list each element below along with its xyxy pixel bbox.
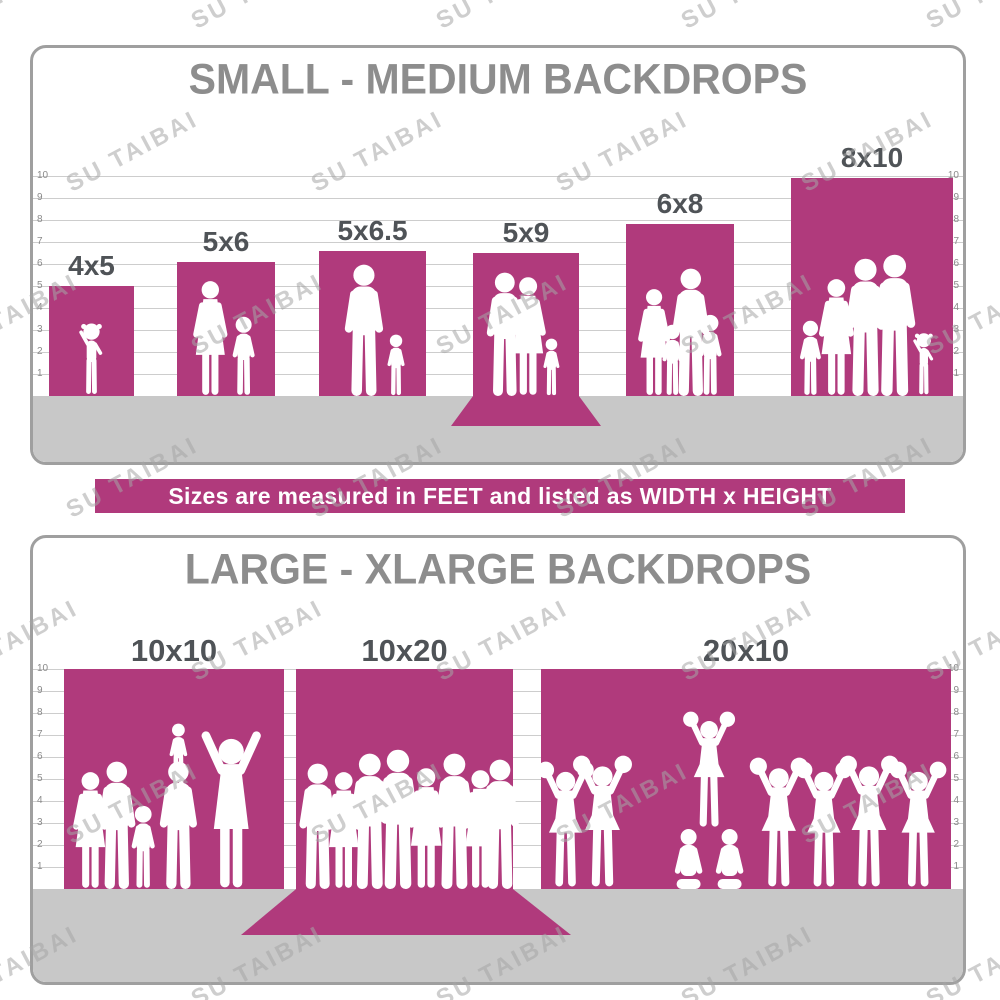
feet-tick-label: 4 bbox=[953, 795, 959, 806]
measurement-note-banner: Sizes are measured in FEET and listed as… bbox=[95, 479, 905, 513]
feet-tick-label: 1 bbox=[953, 861, 959, 872]
people-silhouette-icon bbox=[49, 286, 134, 396]
feet-tick-label: 5 bbox=[37, 773, 43, 784]
people-silhouette-icon bbox=[64, 669, 284, 889]
panel-title: LARGE - XLARGE BACKDROPS bbox=[184, 544, 812, 594]
small-medium-panel: SMALL - MEDIUM BACKDROPS 10 9 8 7 6 5 4 3 2 1 10 9… bbox=[30, 45, 966, 465]
feet-tick-label: 8 bbox=[37, 214, 43, 225]
backdrop-bar-20x10: 20x10 bbox=[541, 633, 951, 889]
backdrop-size-label: 8x10 bbox=[840, 142, 904, 173]
feet-tick-label: 3 bbox=[37, 324, 43, 335]
backdrop-size-label: 10x10 bbox=[130, 633, 218, 668]
feet-tick-label: 6 bbox=[37, 258, 43, 269]
feet-tick-label: 8 bbox=[37, 707, 43, 718]
feet-tick-label: 1 bbox=[953, 368, 959, 379]
backdrop-size-label: 20x10 bbox=[702, 633, 790, 668]
feet-tick-label: 10 bbox=[947, 170, 959, 181]
floor-sweep bbox=[451, 396, 601, 426]
backdrop-bar-10x10: 10x10 bbox=[64, 633, 284, 889]
feet-tick-label: 6 bbox=[953, 751, 959, 762]
backdrop-size-label: 5x6.5 bbox=[337, 215, 408, 246]
people-silhouette-icon bbox=[626, 224, 734, 396]
feet-tick-label: 10 bbox=[37, 170, 49, 181]
feet-scale-right: 10 9 8 7 6 5 4 3 2 1 bbox=[941, 663, 959, 904]
backdrop-bar-5x9: 5x9 bbox=[473, 217, 579, 396]
feet-tick-label: 10 bbox=[37, 663, 49, 674]
people-silhouette-icon bbox=[541, 669, 951, 889]
backdrop-bar-6x8: 6x8 bbox=[626, 188, 734, 396]
backdrop-size-label: 5x6 bbox=[202, 226, 250, 257]
people-silhouette-icon bbox=[296, 669, 513, 889]
people-silhouette-icon bbox=[473, 253, 579, 396]
feet-tick-label: 5 bbox=[37, 280, 43, 291]
feet-tick-label: 3 bbox=[953, 324, 959, 335]
feet-scale-right: 10 9 8 7 6 5 4 3 2 1 bbox=[941, 170, 959, 411]
feet-tick-label: 4 bbox=[37, 302, 43, 313]
watermark-text: SU TAIBAI bbox=[0, 0, 83, 35]
floor-sweep bbox=[241, 889, 571, 935]
feet-tick-label: 1 bbox=[37, 861, 43, 872]
feet-tick-label: 2 bbox=[953, 346, 959, 357]
panel-title: SMALL - MEDIUM BACKDROPS bbox=[188, 54, 808, 104]
feet-tick-label: 4 bbox=[37, 795, 43, 806]
feet-tick-label: 6 bbox=[953, 258, 959, 269]
people-silhouette-icon bbox=[791, 178, 953, 396]
backdrop-bar-8x10: 8x10 bbox=[791, 142, 953, 396]
backdrop-size-label: 5x9 bbox=[502, 217, 550, 248]
watermark-text: SU TAIBAI bbox=[922, 0, 1000, 35]
feet-tick-label: 6 bbox=[37, 751, 43, 762]
backdrop-bar-4x5: 4x5 bbox=[49, 250, 134, 396]
feet-tick-label: 7 bbox=[37, 236, 43, 247]
feet-tick-label: 7 bbox=[37, 729, 43, 740]
feet-scale-left: 10 9 8 7 6 5 4 3 2 1 bbox=[37, 170, 55, 411]
people-silhouette-icon bbox=[177, 262, 275, 396]
feet-tick-label: 7 bbox=[953, 729, 959, 740]
people-silhouette-icon bbox=[319, 251, 426, 396]
feet-tick-label: 3 bbox=[37, 817, 43, 828]
large-xlarge-panel: LARGE - XLARGE BACKDROPS 10 9 8 7 6 5 4 3 2 1 10 9… bbox=[30, 535, 966, 985]
watermark-text: SU TAIBAI bbox=[677, 0, 818, 35]
feet-tick-label: 10 bbox=[947, 663, 959, 674]
feet-tick-label: 2 bbox=[37, 346, 43, 357]
backdrop-bar-5x6: 5x6 bbox=[177, 226, 275, 396]
feet-tick-label: 1 bbox=[37, 368, 43, 379]
feet-tick-label: 8 bbox=[953, 214, 959, 225]
feet-tick-label: 4 bbox=[953, 302, 959, 313]
backdrop-bar-5x6-5: 5x6.5 bbox=[319, 215, 426, 396]
feet-tick-label: 2 bbox=[37, 839, 43, 850]
watermark-text: SU TAIBAI bbox=[432, 0, 573, 35]
feet-tick-label: 8 bbox=[953, 707, 959, 718]
backdrop-bar-10x20: 10x20 bbox=[296, 633, 513, 889]
feet-tick-label: 7 bbox=[953, 236, 959, 247]
watermark-text: SU TAIBAI bbox=[187, 0, 328, 35]
feet-scale-left: 10 9 8 7 6 5 4 3 2 1 bbox=[37, 663, 55, 904]
feet-tick-label: 5 bbox=[953, 280, 959, 291]
feet-tick-label: 9 bbox=[953, 685, 959, 696]
feet-tick-label: 9 bbox=[37, 192, 43, 203]
feet-tick-label: 9 bbox=[953, 192, 959, 203]
backdrop-size-label: 6x8 bbox=[656, 188, 704, 219]
feet-tick-label: 2 bbox=[953, 839, 959, 850]
measurement-note-text: Sizes are measured in FEET and listed as… bbox=[168, 482, 832, 509]
backdrop-size-label: 4x5 bbox=[68, 250, 115, 281]
backdrop-size-label: 10x20 bbox=[361, 633, 448, 668]
feet-tick-label: 3 bbox=[953, 817, 959, 828]
feet-tick-label: 5 bbox=[953, 773, 959, 784]
feet-tick-label: 9 bbox=[37, 685, 43, 696]
